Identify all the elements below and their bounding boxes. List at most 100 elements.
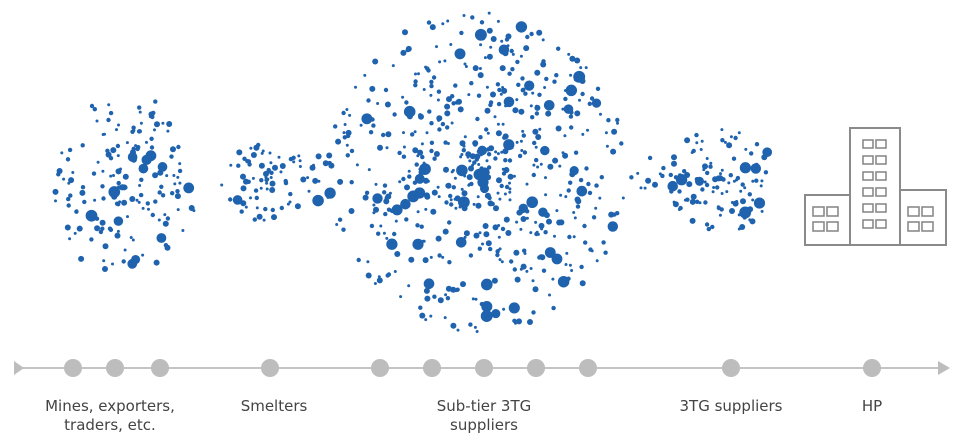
supplier-dot: [236, 149, 243, 156]
supplier-dot: [383, 87, 389, 93]
supplier-dot: [529, 104, 533, 108]
supplier-dot: [686, 181, 693, 188]
supplier-dot: [754, 142, 760, 147]
supplier-dot: [419, 312, 426, 319]
supplier-dot: [487, 11, 491, 15]
supplier-dot: [465, 151, 472, 158]
supplier-dot: [166, 121, 173, 127]
supplier-dot: [95, 119, 99, 123]
supplier-dot: [418, 113, 424, 120]
supplier-dot: [110, 147, 117, 154]
supplier-dot: [463, 230, 470, 237]
supplier-dot: [475, 202, 482, 209]
timeline: [14, 359, 950, 377]
supplier-dot: [494, 150, 498, 154]
supplier-dot: [509, 259, 514, 264]
supplier-dot: [153, 99, 158, 104]
supplier-dot: [432, 156, 437, 161]
supplier-dot: [502, 307, 506, 311]
supplier-dot: [424, 193, 431, 200]
supplier-dot: [447, 260, 452, 265]
supplier-dot: [525, 34, 530, 40]
supplier-dot: [534, 69, 541, 76]
supplier-dot: [565, 84, 578, 97]
supplier-dot: [456, 328, 460, 332]
supplier-dot: [495, 82, 501, 87]
supplier-dot: [449, 202, 454, 207]
supplier-dot: [113, 216, 124, 226]
supplier-dot: [127, 258, 138, 269]
supplier-dot: [579, 78, 586, 84]
building-left-wing: [804, 194, 851, 246]
supplier-dot: [292, 160, 296, 164]
supplier-dot: [576, 185, 588, 197]
supplier-dot: [486, 27, 493, 34]
supplier-dot: [515, 21, 528, 33]
supplier-dot: [82, 199, 87, 205]
supplier-dot: [250, 152, 257, 158]
supplier-dot: [501, 86, 505, 89]
supplier-dot: [574, 110, 581, 117]
supplier-dot: [410, 132, 415, 137]
supplier-dot: [709, 161, 713, 165]
supplier-dot: [256, 142, 261, 148]
supplier-dot: [535, 104, 539, 108]
supplier-dot: [728, 173, 733, 178]
supplier-dot: [510, 67, 515, 72]
supplier-dot: [559, 193, 563, 197]
supplier-dot: [474, 297, 478, 301]
supplier-dot: [138, 163, 149, 174]
supplier-dot: [486, 165, 492, 170]
supplier-dot: [474, 28, 487, 41]
supplier-dot: [374, 182, 378, 186]
supplier-dot: [101, 133, 105, 136]
supplier-dot: [429, 314, 433, 318]
supplier-dot: [496, 19, 500, 23]
supplier-dot: [117, 123, 120, 127]
supplier-dot: [377, 144, 383, 151]
supplier-dot: [236, 163, 241, 168]
supplier-dot: [753, 197, 766, 209]
supplier-dot: [555, 209, 559, 213]
supplier-dot: [177, 168, 183, 174]
supplier-dot: [704, 182, 710, 188]
supplier-dot: [131, 125, 136, 130]
supplier-dot: [229, 163, 233, 167]
supplier-dot: [520, 149, 524, 152]
supplier-dot: [522, 205, 527, 211]
supplier-dot: [458, 56, 462, 60]
supplier-dot: [536, 165, 540, 169]
supplier-dot: [605, 144, 609, 148]
supplier-dot: [450, 121, 454, 125]
window: [875, 155, 887, 165]
supplier-dot: [504, 184, 510, 190]
supplier-dot: [370, 117, 375, 122]
supplier-dot: [710, 224, 715, 230]
supplier-dot: [601, 240, 606, 245]
supplier-dot: [501, 122, 505, 126]
supplier-dot: [448, 193, 453, 199]
supplier-dot: [504, 104, 508, 108]
supplier-dot: [277, 155, 281, 159]
supplier-dot: [498, 258, 502, 262]
supplier-dot: [444, 200, 449, 205]
supplier-dot: [619, 141, 624, 146]
supplier-dot: [335, 138, 342, 145]
supplier-dot: [271, 214, 277, 221]
supplier-dot: [487, 200, 494, 207]
supplier-dot: [424, 207, 428, 211]
supplier-dot: [139, 121, 143, 125]
supplier-dot: [586, 181, 591, 187]
supplier-dot: [469, 153, 476, 160]
supplier-dot: [254, 195, 259, 201]
supplier-dot: [477, 72, 484, 79]
supplier-dot: [386, 238, 398, 250]
supplier-dot: [455, 236, 467, 248]
building-windows: [812, 139, 934, 232]
supplier-dot: [102, 266, 108, 272]
supplier-dot: [497, 87, 502, 93]
supplier-dot: [591, 215, 597, 220]
supplier-dot: [138, 184, 142, 187]
supplier-dot: [443, 316, 447, 320]
window: [875, 139, 887, 149]
